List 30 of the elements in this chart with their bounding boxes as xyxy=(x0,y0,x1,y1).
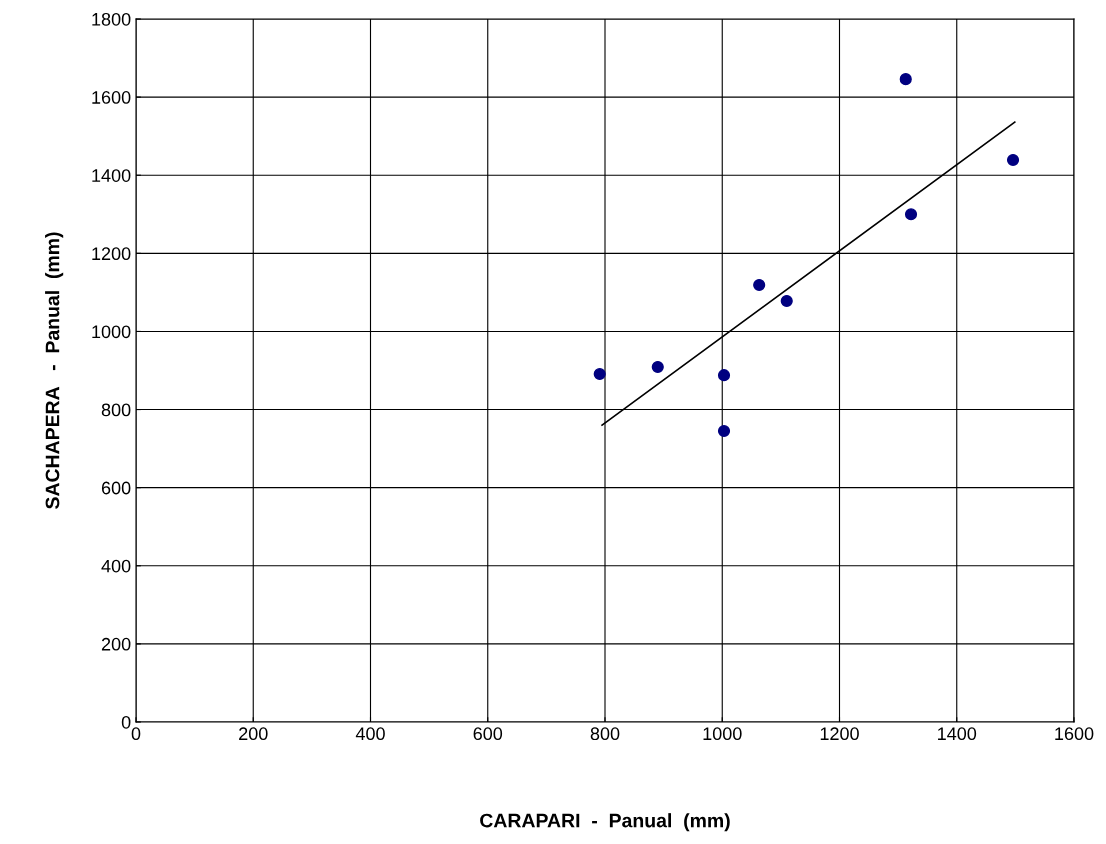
y-tick-label: 400 xyxy=(101,559,131,573)
x-tick-label: 1000 xyxy=(703,727,742,741)
y-tick-label: 1200 xyxy=(92,247,131,261)
y-tick-label: 600 xyxy=(101,481,131,495)
point xyxy=(780,294,793,308)
y-tick-label: 1600 xyxy=(92,91,131,104)
point xyxy=(753,278,766,292)
y-axis-title: SACHAPERA - Panual (mm) xyxy=(45,232,64,509)
y-tick-label: 0 xyxy=(121,715,131,729)
point xyxy=(899,73,912,86)
point xyxy=(717,369,731,382)
y-tick-label: 1400 xyxy=(92,169,131,182)
x-tick-label: 0 xyxy=(131,727,141,741)
x-tick-label: 1200 xyxy=(820,727,859,741)
point xyxy=(593,367,606,381)
point xyxy=(904,208,918,221)
y-tick-label: 200 xyxy=(101,637,131,651)
point xyxy=(651,360,664,374)
x-tick-label: 200 xyxy=(239,727,268,741)
point xyxy=(1006,153,1020,167)
y-tick-label: 1800 xyxy=(92,12,131,26)
x-tick-label: 400 xyxy=(355,727,385,741)
x-tick-label: 1600 xyxy=(1055,727,1094,741)
point xyxy=(717,424,731,438)
x-axis-title: CARAPARI - Panual (mm) xyxy=(480,813,730,832)
x-tick-label: 600 xyxy=(473,727,503,741)
x-tick-label: 1400 xyxy=(938,727,977,741)
x-tick-label: 800 xyxy=(590,727,620,741)
y-tick-label: 1000 xyxy=(92,325,131,339)
y-tick-label: 800 xyxy=(101,403,131,417)
